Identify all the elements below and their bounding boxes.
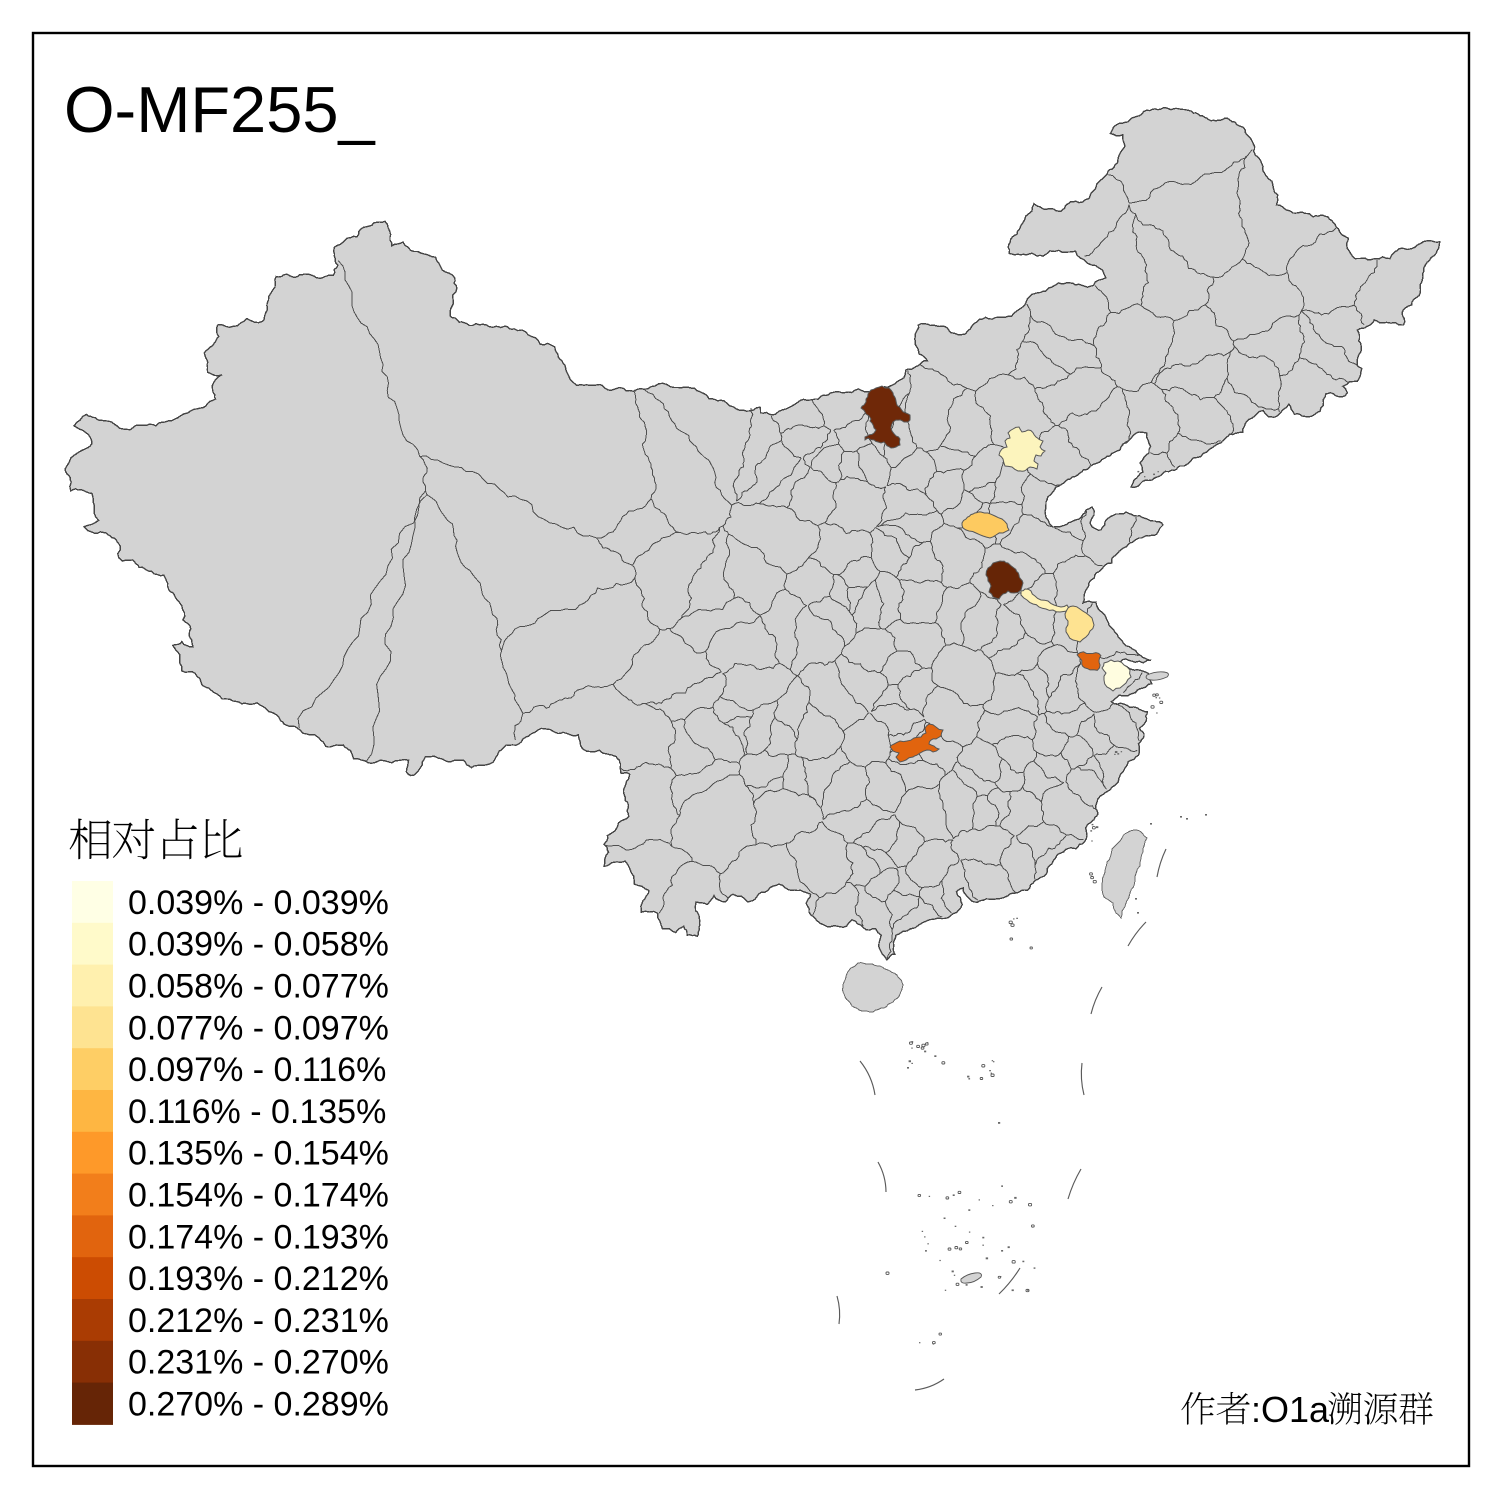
svg-text:0.154% - 0.174%: 0.154% - 0.174% xyxy=(128,1177,389,1215)
svg-text:0.097% - 0.116%: 0.097% - 0.116% xyxy=(128,1051,386,1089)
svg-text:0.058% - 0.077%: 0.058% - 0.077% xyxy=(128,968,389,1006)
svg-text:0.039% - 0.058%: 0.039% - 0.058% xyxy=(128,926,389,964)
svg-text::O1a: :O1a xyxy=(1251,1389,1330,1430)
svg-text:0.174% - 0.193%: 0.174% - 0.193% xyxy=(128,1218,389,1256)
svg-text:0.212% - 0.231%: 0.212% - 0.231% xyxy=(128,1302,389,1340)
svg-text:0.135% - 0.154%: 0.135% - 0.154% xyxy=(128,1135,389,1173)
svg-text:0.077% - 0.097%: 0.077% - 0.097% xyxy=(128,1009,389,1047)
svg-text:0.231% - 0.270%: 0.231% - 0.270% xyxy=(128,1344,389,1382)
svg-text:O-MF255_: O-MF255_ xyxy=(64,73,376,146)
svg-text:0.193% - 0.212%: 0.193% - 0.212% xyxy=(128,1260,389,1298)
svg-text:0.039% - 0.039%: 0.039% - 0.039% xyxy=(128,884,389,922)
svg-text:0.270% - 0.289%: 0.270% - 0.289% xyxy=(128,1386,389,1424)
svg-text:0.116% - 0.135%: 0.116% - 0.135% xyxy=(128,1093,386,1131)
